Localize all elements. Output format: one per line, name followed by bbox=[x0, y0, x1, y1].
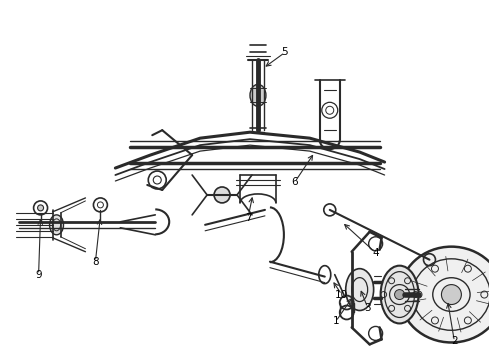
Text: 7: 7 bbox=[245, 213, 251, 223]
Ellipse shape bbox=[49, 215, 64, 235]
Text: 8: 8 bbox=[92, 257, 99, 267]
Ellipse shape bbox=[250, 84, 266, 106]
Text: 4: 4 bbox=[372, 248, 379, 258]
Text: 9: 9 bbox=[35, 270, 42, 280]
Text: 6: 6 bbox=[292, 177, 298, 187]
Text: 5: 5 bbox=[282, 48, 288, 58]
Circle shape bbox=[214, 187, 230, 203]
Circle shape bbox=[394, 289, 405, 300]
Circle shape bbox=[38, 205, 44, 211]
Ellipse shape bbox=[399, 247, 490, 342]
Ellipse shape bbox=[381, 266, 418, 323]
Ellipse shape bbox=[346, 269, 374, 310]
Text: 3: 3 bbox=[365, 302, 371, 312]
Text: 1: 1 bbox=[332, 316, 339, 327]
Text: 2: 2 bbox=[451, 336, 458, 346]
Circle shape bbox=[441, 285, 462, 305]
Text: 10: 10 bbox=[335, 289, 348, 300]
